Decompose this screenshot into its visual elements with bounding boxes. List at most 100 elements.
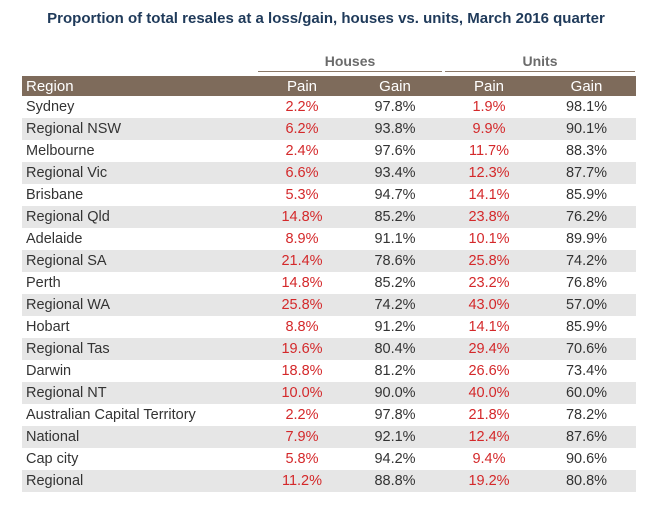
table-row: Regional NSW 6.2% 93.8% 9.9% 90.1%	[22, 118, 636, 140]
region-cell: Brisbane	[26, 187, 84, 203]
houses-pain-cell: 18.8%	[281, 363, 323, 379]
units-gain-cell: 60.0%	[537, 382, 636, 404]
houses-gain-cell: 91.1%	[374, 231, 416, 247]
units-pain-cell: 9.9%	[441, 118, 537, 140]
houses-gain-cell: 74.2%	[349, 294, 441, 316]
houses-gain-cell: 91.2%	[374, 319, 416, 335]
region-cell: Regional WA	[22, 294, 255, 316]
units-gain-cell: 87.6%	[537, 426, 636, 448]
region-cell: Darwin	[26, 363, 72, 379]
units-pain-cell: 23.8%	[441, 206, 537, 228]
table-row: Regional NT 10.0% 90.0% 40.0% 60.0%	[22, 382, 636, 404]
houses-pain-cell: 7.9%	[255, 426, 349, 448]
houses-gain-cell: 94.2%	[374, 451, 416, 467]
region-cell: Hobart	[26, 319, 70, 335]
region-cell: Melbourne	[26, 143, 95, 159]
houses-gain-cell: 97.8%	[374, 407, 416, 423]
units-gain-cell: 90.1%	[537, 118, 636, 140]
houses-pain-cell: 14.8%	[281, 275, 323, 291]
units-gain-cell: 76.8%	[565, 275, 608, 291]
houses-pain-cell: 6.6%	[255, 162, 349, 184]
table-row: Perth 14.8% 85.2% 23.2% 76.8%	[22, 272, 636, 294]
table-row: National 7.9% 92.1% 12.4% 87.6%	[22, 426, 636, 448]
units-gain-cell: 85.9%	[565, 187, 608, 203]
region-cell: Regional Tas	[22, 338, 255, 360]
region-cell: Sydney	[26, 99, 75, 115]
table-row: Regional WA 25.8% 74.2% 43.0% 57.0%	[22, 294, 636, 316]
region-cell: Regional Vic	[22, 162, 255, 184]
table-row: Regional SA 21.4% 78.6% 25.8% 74.2%	[22, 250, 636, 272]
table-row: Darwin 18.8% 81.2% 26.6% 73.4%	[22, 360, 636, 382]
units-pain-column-header: Pain	[441, 76, 537, 96]
units-gain-cell: 76.2%	[537, 206, 636, 228]
region-cell: National	[22, 426, 255, 448]
houses-gain-cell: 90.0%	[349, 382, 441, 404]
table-row: Australian Capital Territory 2.2% 97.8% 21.…	[22, 404, 636, 426]
houses-gain-cell: 94.7%	[374, 187, 416, 203]
region-cell: Cap city	[26, 451, 79, 467]
resales-table: Region Pain Gain Pain Gain Sydney 2.2% 97.…	[22, 76, 636, 492]
table-title: Proportion of total resales at a loss/ga…	[47, 10, 605, 27]
table-row: Regional Qld 14.8% 85.2% 23.8% 76.2%	[22, 206, 636, 228]
houses-gain-cell: 78.6%	[349, 250, 441, 272]
units-gain-cell: 70.6%	[537, 338, 636, 360]
units-gain-cell: 90.6%	[565, 451, 608, 467]
houses-gain-cell: 85.2%	[349, 206, 441, 228]
houses-pain-cell: 5.8%	[285, 451, 319, 467]
units-pain-cell: 19.2%	[441, 470, 537, 492]
units-gain-column-header: Gain	[537, 76, 636, 96]
houses-pain-cell: 6.2%	[255, 118, 349, 140]
table-row: Adelaide 8.9% 91.1% 10.1% 89.9%	[22, 228, 636, 250]
houses-pain-cell: 10.0%	[255, 382, 349, 404]
houses-pain-cell: 21.4%	[255, 250, 349, 272]
units-pain-cell: 12.4%	[441, 426, 537, 448]
units-gain-cell: 89.9%	[565, 231, 608, 247]
header-row: Region Pain Gain Pain Gain	[22, 76, 636, 96]
table-row: Cap city 5.8% 94.2% 9.4% 90.6%	[22, 448, 636, 470]
units-group-underline	[445, 71, 635, 72]
houses-pain-cell: 8.8%	[285, 319, 319, 335]
houses-gain-column-header: Gain	[349, 76, 441, 96]
table-row: Regional Vic 6.6% 93.4% 12.3% 87.7%	[22, 162, 636, 184]
units-pain-cell: 25.8%	[441, 250, 537, 272]
units-gain-cell: 73.4%	[565, 363, 608, 379]
houses-gain-cell: 97.8%	[374, 99, 416, 115]
houses-gain-cell: 93.4%	[349, 162, 441, 184]
houses-pain-cell: 8.9%	[285, 231, 319, 247]
houses-group-header: Houses	[324, 53, 376, 69]
units-gain-cell: 98.1%	[565, 99, 608, 115]
units-pain-cell: 40.0%	[441, 382, 537, 404]
units-gain-cell: 88.3%	[565, 143, 608, 159]
houses-pain-cell: 19.6%	[255, 338, 349, 360]
houses-gain-cell: 81.2%	[374, 363, 416, 379]
houses-pain-cell: 14.8%	[255, 206, 349, 228]
region-cell: Australian Capital Territory	[26, 407, 196, 423]
houses-pain-cell: 11.2%	[255, 470, 349, 492]
houses-gain-cell: 93.8%	[349, 118, 441, 140]
houses-pain-column-header: Pain	[255, 76, 349, 96]
region-cell: Regional	[22, 470, 255, 492]
units-pain-cell: 14.1%	[468, 319, 510, 335]
table-row: Regional Tas 19.6% 80.4% 29.4% 70.6%	[22, 338, 636, 360]
houses-gain-cell: 97.6%	[374, 143, 416, 159]
region-cell: Regional Qld	[22, 206, 255, 228]
units-gain-cell: 80.8%	[537, 470, 636, 492]
region-cell: Adelaide	[26, 231, 83, 247]
table-row: Regional 11.2% 88.8% 19.2% 80.8%	[22, 470, 636, 492]
houses-pain-cell: 25.8%	[255, 294, 349, 316]
region-column-header: Region	[22, 76, 255, 96]
units-pain-cell: 12.3%	[441, 162, 537, 184]
houses-pain-cell: 2.2%	[285, 99, 319, 115]
region-cell: Regional SA	[22, 250, 255, 272]
units-pain-cell: 14.1%	[468, 187, 510, 203]
units-gain-cell: 78.2%	[565, 407, 608, 423]
units-pain-cell: 26.6%	[468, 363, 510, 379]
table-row: Melbourne 2.4% 97.6% 11.7% 88.3%	[22, 140, 636, 162]
houses-gain-cell: 88.8%	[349, 470, 441, 492]
region-cell: Perth	[26, 275, 61, 291]
houses-pain-cell: 2.2%	[285, 407, 319, 423]
houses-gain-cell: 85.2%	[374, 275, 416, 291]
units-pain-cell: 23.2%	[468, 275, 510, 291]
units-gain-cell: 74.2%	[537, 250, 636, 272]
units-pain-cell: 29.4%	[441, 338, 537, 360]
